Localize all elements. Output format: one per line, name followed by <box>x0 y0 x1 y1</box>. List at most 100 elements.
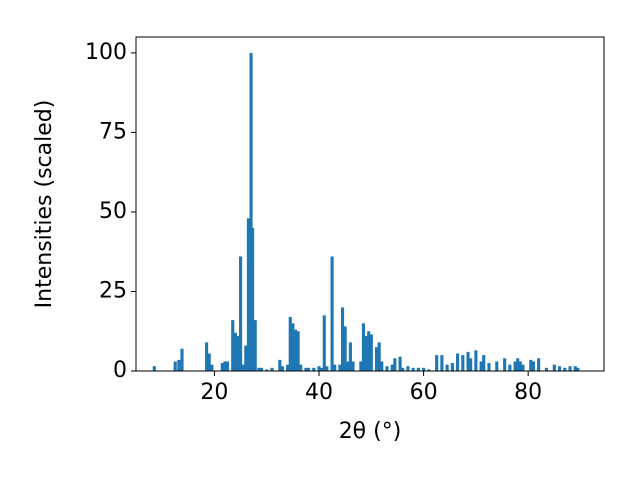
bar <box>343 326 347 371</box>
bar <box>406 366 410 371</box>
bar <box>576 367 580 371</box>
bar <box>364 336 368 371</box>
y-tick-label: 0 <box>113 358 127 383</box>
bar <box>152 366 156 371</box>
bar <box>346 361 350 371</box>
bar <box>495 361 499 371</box>
bar <box>253 320 257 371</box>
bar <box>398 356 402 371</box>
bar <box>529 359 533 371</box>
bar <box>351 361 355 371</box>
y-tick-label: 100 <box>85 40 127 65</box>
bar <box>361 323 366 371</box>
bar <box>557 366 562 371</box>
bar <box>299 364 303 371</box>
bar <box>296 331 300 371</box>
bar <box>518 361 522 371</box>
bar <box>288 316 292 371</box>
x-tick-label: 40 <box>305 380 333 405</box>
bar <box>210 364 214 371</box>
bar <box>236 336 240 371</box>
bar <box>440 355 444 371</box>
bar <box>325 366 329 371</box>
bar <box>380 361 384 371</box>
bar <box>422 367 426 371</box>
bar <box>537 358 541 371</box>
bar <box>487 363 491 371</box>
bar <box>246 218 250 371</box>
bar <box>330 256 334 371</box>
bar <box>291 323 295 371</box>
bar <box>369 334 373 371</box>
bar <box>306 367 311 371</box>
plot-frame <box>135 36 605 372</box>
bar <box>359 361 363 371</box>
bar <box>377 342 381 371</box>
bar <box>401 367 405 371</box>
bar <box>427 369 431 371</box>
bar <box>482 355 486 371</box>
bar <box>251 227 255 371</box>
bar <box>239 256 243 371</box>
bar <box>207 353 211 371</box>
bar <box>333 364 337 371</box>
y-tick-label: 50 <box>99 199 127 224</box>
bar <box>322 315 326 371</box>
bar <box>304 367 308 371</box>
bar <box>563 367 567 371</box>
bar <box>280 366 284 371</box>
bar <box>244 345 248 371</box>
y-tick-label: 25 <box>99 278 127 303</box>
bar <box>180 348 184 371</box>
x-tick-label: 20 <box>200 380 228 405</box>
bar <box>293 329 298 371</box>
bar <box>367 331 371 371</box>
bar <box>503 358 507 371</box>
bar <box>340 307 345 371</box>
bar <box>241 364 245 371</box>
bar <box>513 361 517 371</box>
bar <box>270 367 274 371</box>
bar <box>225 361 230 371</box>
x-axis-label: 2θ (°) <box>339 419 402 444</box>
bar <box>573 366 577 371</box>
y-axis-label: Intensities (scaled) <box>32 100 57 309</box>
bar <box>374 347 379 371</box>
bar <box>411 367 415 371</box>
bar <box>521 364 525 371</box>
bar <box>568 366 572 371</box>
bar <box>474 350 478 371</box>
bar <box>177 359 181 371</box>
bar <box>466 351 470 371</box>
bar <box>205 342 209 371</box>
bar <box>461 355 465 371</box>
bar <box>338 364 342 371</box>
x-tick-label: 80 <box>514 380 542 405</box>
bar <box>173 361 177 371</box>
bar <box>233 332 237 371</box>
bar <box>231 320 235 371</box>
bar <box>390 364 394 371</box>
bar <box>286 364 290 371</box>
bar <box>531 361 535 371</box>
bar <box>220 363 224 371</box>
bar <box>544 367 549 371</box>
bar <box>257 367 261 371</box>
bar <box>552 364 556 371</box>
bar <box>508 364 512 371</box>
bar <box>259 367 264 371</box>
bar <box>456 353 460 371</box>
bar <box>278 359 282 371</box>
bar <box>479 361 483 371</box>
bar <box>445 364 449 371</box>
bar <box>516 358 520 371</box>
bar <box>393 358 397 371</box>
bar <box>385 366 389 371</box>
bar <box>265 369 269 371</box>
y-tick-label: 75 <box>99 119 127 144</box>
x-tick-label: 60 <box>410 380 438 405</box>
bar <box>416 367 420 371</box>
bar <box>435 355 439 371</box>
